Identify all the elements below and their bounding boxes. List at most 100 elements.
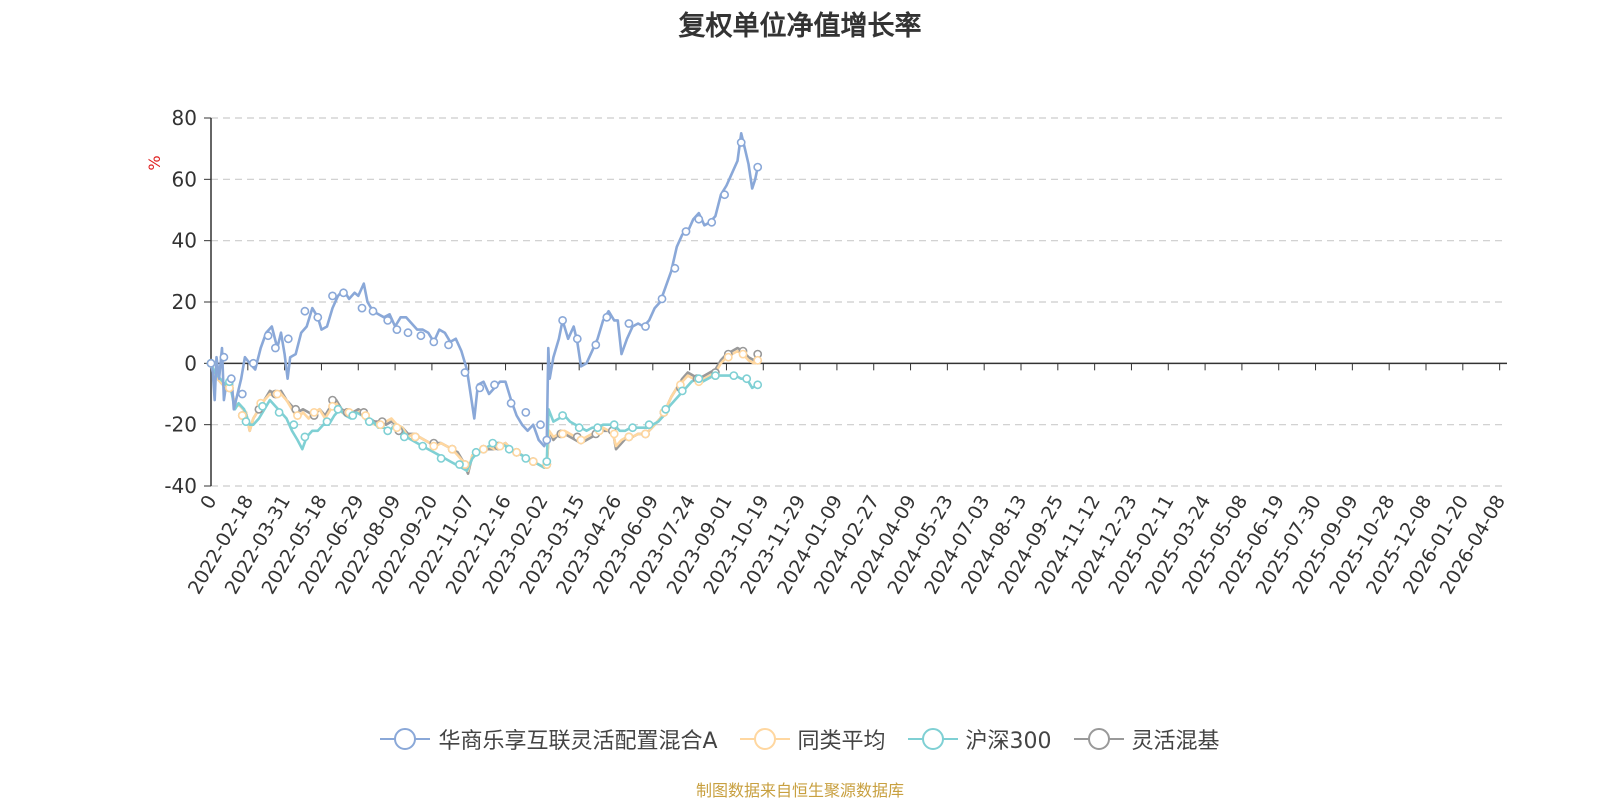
series-marker-0[interactable]	[313, 312, 323, 322]
series-marker-0[interactable]	[444, 340, 453, 350]
series-marker-0[interactable]	[736, 138, 746, 147]
series-marker-1[interactable]	[753, 355, 763, 365]
series-marker-1[interactable]	[609, 429, 619, 439]
series-marker-1[interactable]	[447, 444, 457, 454]
series-marker-1[interactable]	[512, 447, 521, 457]
series-marker-0[interactable]	[328, 291, 337, 301]
series-marker-1[interactable]	[528, 457, 538, 466]
series-marker-2[interactable]	[348, 411, 358, 420]
legend-item-fund[interactable]: 华商乐享互联灵活配置混合A	[380, 723, 718, 755]
series-marker-2[interactable]	[364, 417, 374, 426]
series-marker-1[interactable]	[293, 411, 302, 420]
series-marker-2[interactable]	[574, 423, 584, 433]
series-marker-0[interactable]	[403, 328, 413, 338]
series-marker-0[interactable]	[206, 358, 216, 368]
series-marker-0[interactable]	[475, 383, 485, 393]
series-marker-2[interactable]	[661, 404, 671, 414]
series-marker-1[interactable]	[576, 435, 586, 445]
series-marker-0[interactable]	[392, 325, 402, 334]
series-marker-0[interactable]	[670, 263, 680, 273]
series-marker-2[interactable]	[711, 371, 720, 380]
series-marker-1[interactable]	[429, 441, 439, 451]
series-marker-1[interactable]	[392, 423, 402, 433]
legend-item-csi300[interactable]: 沪深300	[907, 723, 1052, 755]
series-marker-2[interactable]	[644, 420, 654, 430]
series-marker-1[interactable]	[738, 349, 748, 359]
series-marker-2[interactable]	[521, 453, 531, 463]
series-marker-2[interactable]	[258, 401, 267, 411]
series-marker-1[interactable]	[723, 352, 733, 362]
series-marker-0[interactable]	[591, 340, 601, 350]
series-marker-0[interactable]	[506, 398, 516, 408]
series-marker-2[interactable]	[300, 432, 310, 442]
series-marker-2[interactable]	[504, 444, 514, 454]
series-marker-2[interactable]	[322, 417, 332, 426]
legend-item-flexible-mixed[interactable]: 灵活混基	[1073, 723, 1220, 755]
series-marker-1[interactable]	[410, 432, 420, 442]
series-marker-0[interactable]	[641, 322, 650, 331]
series-marker-0[interactable]	[300, 306, 310, 316]
series-marker-2[interactable]	[333, 404, 343, 414]
series-marker-1[interactable]	[375, 420, 385, 430]
series-marker-0[interactable]	[624, 319, 634, 328]
series-marker-0[interactable]	[429, 337, 439, 347]
legend-item-peer-average[interactable]: 同类平均	[739, 723, 886, 755]
series-marker-0[interactable]	[263, 331, 273, 341]
series-marker-1[interactable]	[495, 441, 505, 451]
series-marker-0[interactable]	[339, 288, 348, 298]
series-marker-2[interactable]	[383, 426, 393, 436]
series-line-0[interactable]	[209, 132, 759, 448]
series-marker-0[interactable]	[368, 306, 378, 316]
series-marker-0[interactable]	[542, 435, 552, 445]
series-marker-1[interactable]	[624, 432, 634, 442]
series-marker-1[interactable]	[641, 429, 650, 439]
series-marker-2[interactable]	[274, 407, 284, 417]
series-marker-0[interactable]	[237, 389, 247, 399]
series-marker-2[interactable]	[542, 457, 552, 466]
series-marker-0[interactable]	[357, 303, 367, 313]
series-marker-2[interactable]	[628, 423, 637, 433]
series-marker-0[interactable]	[283, 334, 293, 344]
series-marker-0[interactable]	[490, 380, 499, 390]
series-marker-0[interactable]	[248, 358, 258, 368]
series-line-2[interactable]	[209, 362, 759, 472]
series-marker-0[interactable]	[460, 368, 470, 377]
series-marker-2[interactable]	[742, 374, 752, 384]
series-marker-0[interactable]	[707, 217, 717, 227]
series-marker-2[interactable]	[241, 417, 251, 426]
series-marker-2[interactable]	[418, 441, 428, 451]
series-marker-0[interactable]	[416, 331, 426, 341]
series-marker-0[interactable]	[572, 334, 582, 344]
series-marker-2[interactable]	[729, 371, 739, 380]
series-marker-2[interactable]	[558, 411, 567, 420]
series-marker-0[interactable]	[681, 227, 691, 236]
series-marker-1[interactable]	[558, 429, 567, 439]
series-marker-1[interactable]	[237, 411, 247, 420]
series-marker-0[interactable]	[383, 315, 393, 325]
series-marker-1[interactable]	[361, 411, 370, 420]
series-marker-0[interactable]	[219, 352, 229, 362]
series-marker-0[interactable]	[753, 162, 763, 172]
series-marker-1[interactable]	[309, 407, 319, 417]
series-marker-2[interactable]	[455, 460, 464, 469]
series-marker-0[interactable]	[226, 374, 236, 384]
series-marker-0[interactable]	[536, 420, 545, 430]
series-marker-0[interactable]	[521, 407, 531, 417]
series-marker-2[interactable]	[399, 432, 409, 442]
series-marker-1[interactable]	[272, 389, 282, 399]
series-marker-2[interactable]	[753, 380, 763, 390]
series-marker-2[interactable]	[436, 453, 446, 463]
series-marker-2[interactable]	[677, 386, 687, 396]
series-marker-0[interactable]	[720, 190, 729, 200]
series-marker-0[interactable]	[270, 343, 280, 353]
series-marker-2[interactable]	[694, 374, 704, 384]
series-marker-0[interactable]	[694, 214, 704, 224]
series-marker-0[interactable]	[558, 315, 567, 325]
series-marker-1[interactable]	[479, 444, 488, 454]
series-marker-2[interactable]	[488, 438, 498, 448]
series-marker-0[interactable]	[657, 294, 667, 304]
series-marker-2[interactable]	[593, 423, 602, 433]
series-marker-2[interactable]	[471, 447, 481, 457]
series-marker-2[interactable]	[609, 420, 619, 430]
series-marker-0[interactable]	[602, 312, 612, 322]
